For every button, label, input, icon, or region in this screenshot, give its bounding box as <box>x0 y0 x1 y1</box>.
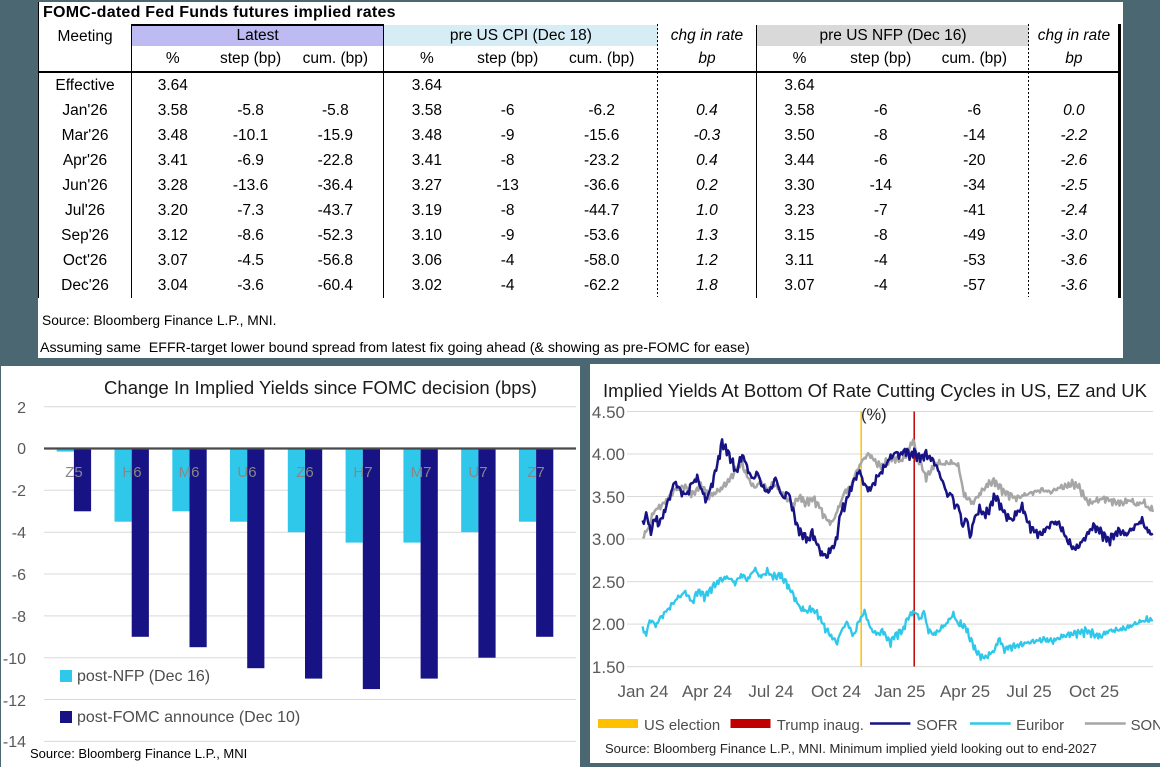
svg-text:U6: U6 <box>237 464 256 481</box>
svg-text:post-NFP (Dec 16): post-NFP (Dec 16) <box>77 668 210 685</box>
svg-text:Oct 25: Oct 25 <box>1069 682 1119 701</box>
svg-text:H7: H7 <box>353 464 372 481</box>
svg-text:Apr 25: Apr 25 <box>940 682 990 701</box>
svg-text:US election: US election <box>644 718 720 734</box>
svg-text:-6: -6 <box>12 567 26 584</box>
svg-text:1.50: 1.50 <box>592 658 625 677</box>
svg-text:Jul 24: Jul 24 <box>748 682 793 701</box>
svg-text:U7: U7 <box>468 464 487 481</box>
svg-text:post-FOMC announce (Dec 10): post-FOMC announce (Dec 10) <box>77 709 300 726</box>
svg-text:-14: -14 <box>3 734 26 751</box>
svg-text:4.50: 4.50 <box>592 403 625 422</box>
svg-text:0: 0 <box>17 441 26 458</box>
svg-text:SOFR: SOFR <box>916 718 958 734</box>
svg-text:Z7: Z7 <box>527 464 545 481</box>
svg-text:2: 2 <box>17 400 26 417</box>
svg-text:Euribor: Euribor <box>1016 718 1064 734</box>
svg-text:-10: -10 <box>3 651 26 668</box>
svg-text:Jan 24: Jan 24 <box>617 682 668 701</box>
svg-text:3.50: 3.50 <box>592 488 625 507</box>
svg-text:M6: M6 <box>179 464 200 481</box>
svg-text:2.50: 2.50 <box>592 573 625 592</box>
svg-text:3.00: 3.00 <box>592 530 625 549</box>
svg-text:M7: M7 <box>411 464 432 481</box>
svg-text:Jan 25: Jan 25 <box>874 682 925 701</box>
svg-text:Apr 24: Apr 24 <box>682 682 732 701</box>
svg-text:Jul 25: Jul 25 <box>1006 682 1051 701</box>
svg-text:Z5: Z5 <box>65 464 83 481</box>
svg-text:Trump inaug.: Trump inaug. <box>777 718 864 734</box>
svg-text:-4: -4 <box>12 525 26 542</box>
svg-text:SONIA: SONIA <box>1131 718 1160 734</box>
svg-text:Z6: Z6 <box>296 464 314 481</box>
svg-text:-12: -12 <box>3 693 26 710</box>
svg-text:-8: -8 <box>12 609 26 626</box>
svg-text:4.00: 4.00 <box>592 445 625 464</box>
svg-text:2.00: 2.00 <box>592 615 625 634</box>
svg-text:H6: H6 <box>122 464 141 481</box>
svg-text:Oct 24: Oct 24 <box>811 682 861 701</box>
svg-text:-2: -2 <box>12 483 26 500</box>
